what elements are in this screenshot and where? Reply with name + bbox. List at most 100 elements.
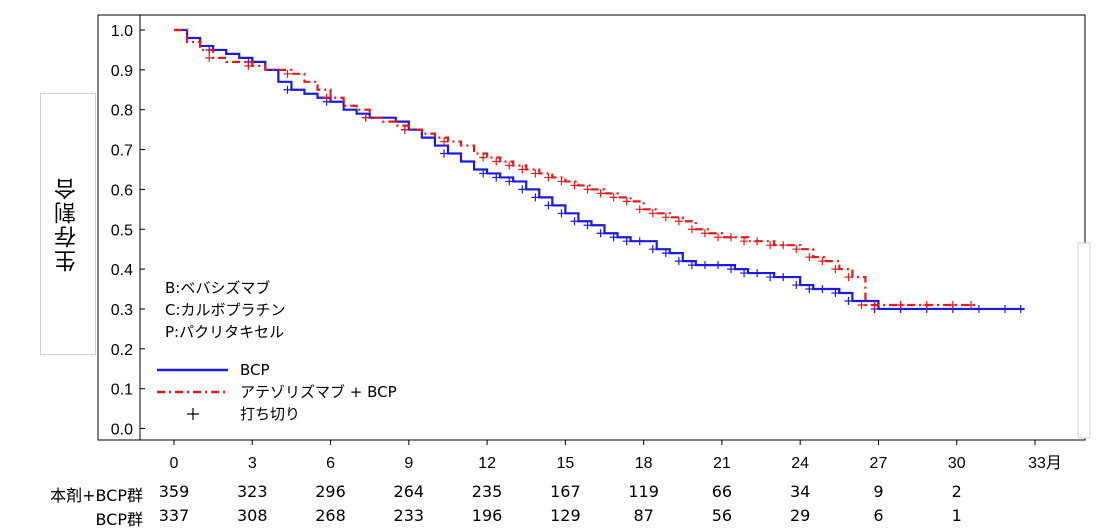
at-risk-label: BCP群 [95, 510, 143, 529]
x-tick-label: 12 [478, 455, 496, 472]
censor-mark [583, 185, 592, 194]
censor-mark [713, 233, 722, 242]
censor-mark [818, 285, 827, 294]
censor-mark [792, 245, 801, 254]
censor-mark [648, 245, 657, 254]
y-tick-label: 0.4 [111, 262, 133, 279]
censor-mark [205, 53, 214, 62]
legend-label: アテゾリズマブ + BCP [240, 383, 397, 401]
censor-mark [766, 273, 775, 282]
censor-mark [857, 300, 866, 309]
at-risk-value: 308 [236, 506, 268, 525]
censor-mark [440, 149, 449, 158]
x-tick-label: 30 [948, 455, 966, 472]
censor-mark [400, 125, 409, 134]
censor-mark [544, 173, 553, 182]
at-risk-value: 1 [951, 506, 962, 525]
y-tick-label: 0.1 [111, 382, 133, 399]
at-risk-value: 129 [550, 506, 581, 525]
censor-mark [583, 221, 592, 230]
at-risk-value: 268 [315, 506, 346, 525]
censor-mark [596, 229, 605, 238]
y-tick-label: 0.0 [111, 422, 133, 439]
censor-mark [609, 193, 618, 202]
censor-mark [753, 237, 762, 246]
at-risk-label: 本剤+BCP群 [50, 486, 143, 505]
censor-mark [700, 229, 709, 238]
at-risk-row-bcp: BCP群 337 308 268 233 196 129 87 56 29 6 1 [0, 506, 1103, 529]
at-risk-value: 235 [471, 482, 503, 501]
censor-mark [740, 269, 749, 278]
at-risk-value: 87 [633, 506, 654, 525]
x-tick-label: 27 [870, 455, 888, 472]
at-risk-value: 264 [393, 482, 425, 501]
x-tick-label: 3 [248, 455, 257, 472]
censor-mark [570, 217, 579, 226]
censor-mark [779, 273, 788, 282]
censor-mark [753, 269, 762, 278]
censor-mark [518, 185, 527, 194]
censor-mark [505, 177, 514, 186]
censor-mark [1001, 304, 1009, 313]
y-axis-label: 生存割合 [55, 176, 80, 272]
censor-mark [818, 257, 827, 266]
censor-mark [792, 281, 801, 290]
y-tick-label: 0.9 [111, 63, 133, 80]
censor-mark [805, 285, 814, 294]
censor-mark [544, 201, 553, 210]
censor-mark [505, 161, 514, 170]
y-tick-label: 0.7 [111, 143, 133, 160]
at-risk-value: 6 [873, 506, 884, 525]
censor-mark [687, 261, 696, 270]
y-tick-label: 0.5 [111, 222, 133, 239]
censor-mark [635, 205, 644, 214]
censor-mark [570, 181, 579, 190]
at-risk-value: 167 [550, 482, 581, 501]
censor-mark [967, 300, 976, 309]
censor-mark [492, 157, 501, 166]
at-risk-value: 337 [158, 506, 190, 525]
censor-mark [492, 173, 501, 182]
censor-mark [948, 300, 957, 309]
censor-mark [740, 237, 749, 246]
censor-mark [922, 300, 931, 309]
at-risk-value: 56 [711, 506, 733, 525]
censor-mark [766, 241, 775, 250]
y-axis-label-box: 生存割合 [40, 93, 96, 355]
at-risk-value: 233 [393, 506, 425, 525]
censor-mark [779, 241, 788, 250]
at-risk-value: 2 [951, 482, 962, 501]
censor-mark [518, 165, 527, 174]
censor-mark [727, 265, 736, 274]
censor-mark [687, 225, 696, 234]
censor-mark [557, 177, 566, 186]
censor-mark [622, 237, 631, 246]
censor-mark [622, 197, 631, 206]
at-risk-value: 66 [711, 482, 733, 501]
x-tick-label: 18 [635, 455, 653, 472]
censor-mark [831, 265, 840, 274]
censor-mark [870, 300, 879, 309]
at-risk-value: 9 [873, 482, 884, 501]
x-tick-label: 0 [170, 455, 179, 472]
censor-mark [244, 61, 253, 70]
censor-mark [635, 237, 644, 246]
y-tick-label: 0.2 [111, 342, 133, 359]
at-risk-value: 196 [471, 506, 503, 525]
censor-mark [283, 69, 292, 78]
censor-mark [700, 261, 709, 270]
annotation-abbrev: C:カルボプラチン [165, 301, 286, 319]
at-risk-value: 34 [789, 482, 811, 501]
series-line-atezolizumab-bcp [174, 28, 975, 307]
censor-mark [896, 300, 905, 309]
censor-mark [361, 113, 370, 122]
y-tick-label: 0.6 [111, 182, 133, 199]
censor-mark [713, 261, 722, 270]
censor-mark [674, 257, 683, 266]
at-risk-value: 359 [158, 482, 190, 501]
censor-mark [674, 217, 683, 226]
censor-mark [440, 137, 449, 146]
x-tick-label: 15 [556, 455, 574, 472]
censor-mark [974, 304, 983, 313]
